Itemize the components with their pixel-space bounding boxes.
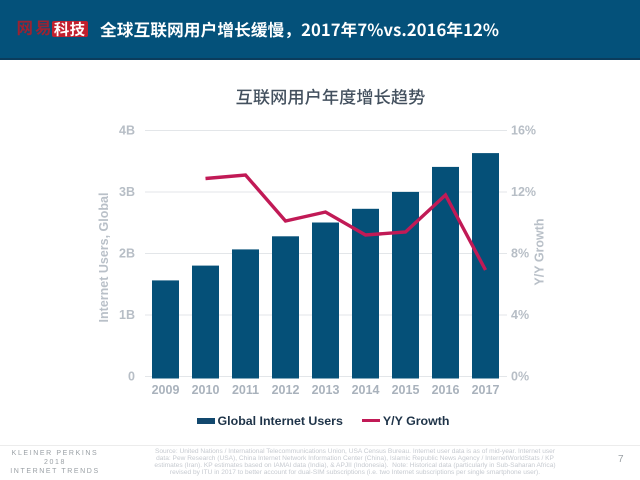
svg-text:2012: 2012 (272, 383, 300, 397)
svg-text:2013: 2013 (312, 383, 340, 397)
svg-text:Internet Users, Global: Internet Users, Global (97, 193, 111, 323)
svg-text:4%: 4% (511, 308, 529, 322)
svg-text:2014: 2014 (352, 383, 380, 397)
svg-text:2011: 2011 (232, 383, 259, 397)
svg-text:4B: 4B (119, 124, 135, 138)
svg-text:Y/Y Growth: Y/Y Growth (533, 218, 547, 285)
svg-text:2010: 2010 (192, 383, 220, 397)
svg-text:16%: 16% (511, 124, 536, 138)
svg-text:8%: 8% (511, 247, 529, 261)
svg-text:2B: 2B (119, 247, 135, 261)
svg-text:3B: 3B (119, 185, 135, 199)
svg-text:0: 0 (128, 370, 135, 384)
svg-text:2016: 2016 (432, 383, 460, 397)
svg-text:2017: 2017 (472, 383, 500, 397)
svg-text:2015: 2015 (392, 383, 420, 397)
svg-text:1B: 1B (119, 308, 135, 322)
svg-text:12%: 12% (511, 185, 536, 199)
svg-text:0%: 0% (511, 370, 529, 384)
svg-text:2009: 2009 (152, 383, 180, 397)
